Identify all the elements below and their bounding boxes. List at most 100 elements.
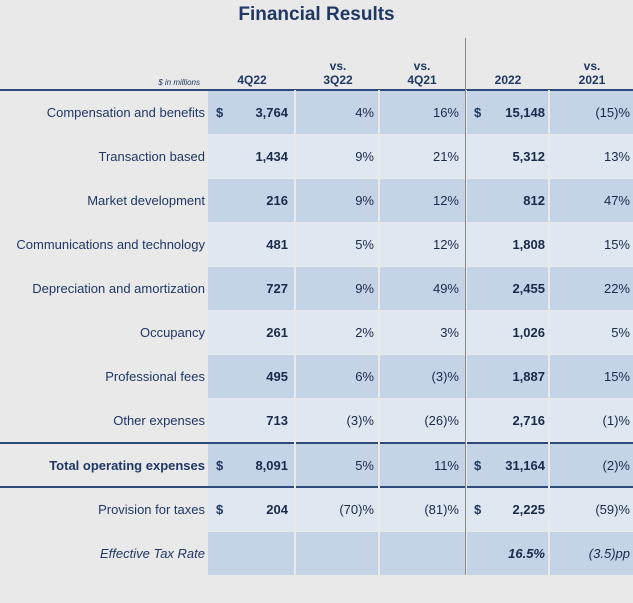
value-vs-2021: 15% — [603, 237, 630, 252]
value-4q22: 216 — [266, 193, 288, 208]
value-4q22: 204 — [266, 502, 288, 517]
value-2022: 2,225 — [512, 502, 545, 517]
value-vs-4q21: 12% — [432, 237, 459, 252]
column-separator — [294, 90, 296, 575]
units-note: $ in millions — [158, 78, 200, 87]
value-vs-3q22: 9% — [355, 193, 374, 208]
row-label: Professional fees — [105, 369, 205, 384]
value-4q22: 1,434 — [255, 149, 288, 164]
value-vs-2021: (15)% — [595, 105, 630, 120]
column-separator — [548, 90, 550, 575]
value-vs-2021: (3.5)pp — [588, 546, 630, 561]
total-rule-bottom — [0, 486, 633, 488]
header-vs-4q21-line1: vs. — [413, 59, 431, 73]
total-rule-top — [0, 442, 633, 444]
row-label: Provision for taxes — [98, 502, 205, 517]
value-vs-3q22: 9% — [355, 149, 374, 164]
table-row — [208, 355, 633, 398]
header-vs-2021: vs. 2021 — [562, 59, 622, 87]
value-4q22: 481 — [266, 237, 288, 252]
value-2022: 2,716 — [512, 413, 545, 428]
value-4q22: 495 — [266, 369, 288, 384]
currency-symbol: $ — [216, 105, 224, 120]
row-label: Communications and technology — [16, 237, 205, 252]
value-vs-4q21: 16% — [432, 105, 459, 120]
value-vs-3q22: 9% — [355, 281, 374, 296]
header-vs-3q22: vs. 3Q22 — [308, 59, 368, 87]
column-separator — [465, 90, 467, 575]
value-vs-2021: 22% — [603, 281, 630, 296]
currency-symbol: $ — [216, 502, 224, 517]
value-2022: 1,887 — [512, 369, 545, 384]
row-label: Transaction based — [98, 149, 205, 164]
value-vs-4q21: 12% — [432, 193, 459, 208]
value-4q22: 3,764 — [255, 105, 288, 120]
value-vs-2021: (59)% — [595, 502, 630, 517]
value-vs-4q21: (3)% — [431, 369, 459, 384]
currency-symbol: $ — [474, 458, 482, 473]
table-row — [208, 223, 633, 266]
value-2022: 2,455 — [512, 281, 545, 296]
value-2022: 1,026 — [512, 325, 545, 340]
row-label: Effective Tax Rate — [99, 546, 205, 561]
value-vs-3q22: 4% — [355, 105, 374, 120]
header-rule — [0, 89, 633, 91]
value-vs-4q21: (26)% — [424, 413, 459, 428]
header-vs-4q21: vs. 4Q21 — [392, 59, 452, 87]
column-separator — [378, 90, 380, 575]
value-vs-4q21: 49% — [432, 281, 459, 296]
value-vs-2021: 47% — [603, 193, 630, 208]
currency-symbol: $ — [474, 105, 482, 120]
value-vs-3q22: 2% — [355, 325, 374, 340]
value-vs-3q22: (70)% — [339, 502, 374, 517]
value-vs-3q22: 5% — [355, 237, 374, 252]
value-vs-3q22: (3)% — [346, 413, 374, 428]
value-vs-3q22: 6% — [355, 369, 374, 384]
value-4q22: 713 — [266, 413, 288, 428]
row-label: Total operating expenses — [49, 458, 205, 473]
currency-symbol: $ — [216, 458, 224, 473]
table-row — [208, 179, 633, 222]
header-vs-2021-line2: 2021 — [578, 73, 606, 87]
header-vs-3q22-line2: 3Q22 — [323, 73, 353, 87]
row-label: Other expenses — [113, 413, 205, 428]
table-row — [208, 488, 633, 531]
value-vs-2021: 5% — [611, 325, 630, 340]
value-2022: 5,312 — [512, 149, 545, 164]
value-4q22: 727 — [266, 281, 288, 296]
table-row — [208, 267, 633, 310]
table-row — [208, 399, 633, 441]
page-title: Financial Results — [238, 4, 395, 25]
table-row — [208, 311, 633, 354]
row-label: Market development — [87, 193, 205, 208]
value-vs-2021: 15% — [603, 369, 630, 384]
value-2022: 15,148 — [505, 105, 545, 120]
table-row — [208, 135, 633, 178]
header-vs-4q21-line2: 4Q21 — [407, 73, 437, 87]
header-vs-2021-line1: vs. — [583, 59, 601, 73]
value-vs-2021: (1)% — [602, 413, 630, 428]
value-2022: 812 — [523, 193, 545, 208]
value-2022: 1,808 — [512, 237, 545, 252]
row-label: Compensation and benefits — [46, 105, 205, 120]
header-2022: 2022 — [494, 73, 522, 87]
header-vs-3q22-line1: vs. — [329, 59, 347, 73]
row-label: Occupancy — [139, 325, 205, 340]
value-vs-4q21: (81)% — [424, 502, 459, 517]
value-vs-3q22: 5% — [355, 458, 374, 473]
row-label: Depreciation and amortization — [32, 281, 205, 296]
value-vs-4q21: 11% — [433, 458, 459, 473]
value-4q22: 8,091 — [255, 458, 288, 473]
table-row — [208, 444, 633, 486]
value-vs-2021: 13% — [603, 149, 630, 164]
year-divider — [465, 38, 466, 575]
currency-symbol: $ — [474, 502, 482, 517]
value-2022: 16.5% — [508, 546, 545, 561]
value-vs-4q21: 3% — [440, 325, 459, 340]
header-4q22: 4Q22 — [237, 73, 267, 87]
table-row — [208, 532, 633, 575]
value-4q22: 261 — [266, 325, 288, 340]
value-vs-2021: (2)% — [602, 458, 630, 473]
value-2022: 31,164 — [505, 458, 545, 473]
value-vs-4q21: 21% — [432, 149, 459, 164]
